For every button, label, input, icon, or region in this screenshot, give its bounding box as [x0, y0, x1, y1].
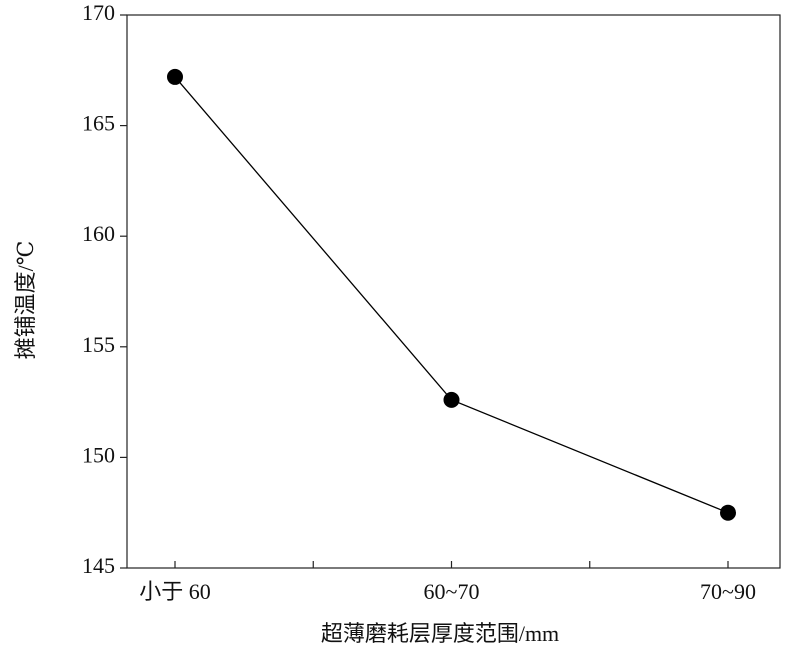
x-tick-label: 70~90: [700, 579, 756, 604]
point: [720, 504, 736, 521]
point: [443, 391, 460, 408]
y-tick-label: 145: [82, 553, 115, 578]
y-tick-label: 170: [82, 0, 115, 25]
line: [174, 76, 729, 514]
point: [167, 68, 183, 85]
plot-frame: [126, 14, 781, 569]
x-axis-label: 超薄磨耗层厚度范围/mm: [321, 621, 559, 646]
y-axis-label: 摊铺温度/℃: [13, 241, 38, 360]
y-tick-label: 165: [82, 111, 115, 136]
y-tick-label: 160: [82, 221, 115, 246]
y-tick-label: 155: [82, 332, 115, 357]
y-tick-label: 150: [82, 442, 115, 467]
x-tick-label: 小于 60: [139, 579, 211, 604]
x-tick-label: 60~70: [424, 579, 480, 604]
